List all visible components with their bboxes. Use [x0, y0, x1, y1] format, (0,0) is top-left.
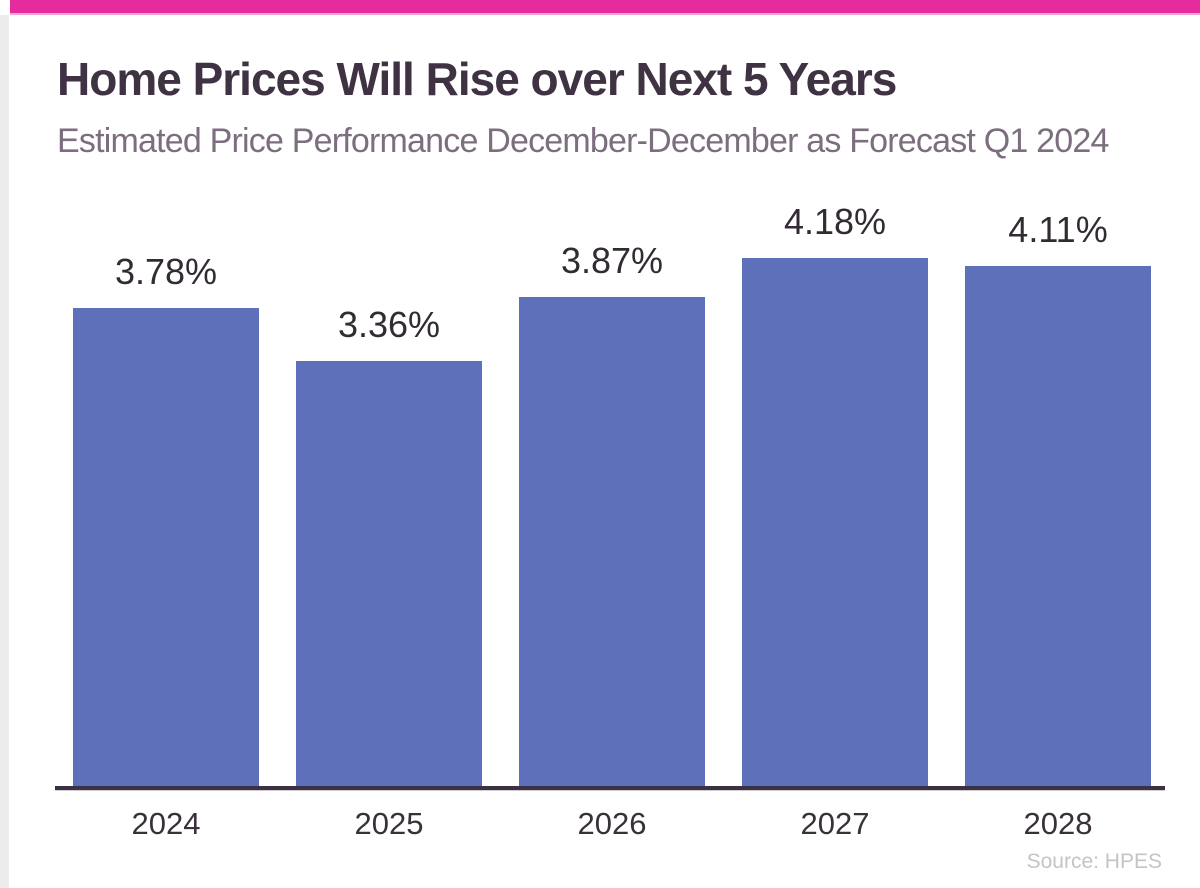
- value-label-2024: 3.78%: [114, 251, 218, 292]
- category-label-2024: 2024: [131, 806, 201, 841]
- bar-2026: [519, 297, 705, 786]
- category-label-2027: 2027: [800, 806, 870, 841]
- bar-2028: [965, 266, 1151, 786]
- bar-2025: [296, 361, 482, 786]
- value-label-2028: 4.11%: [1008, 209, 1108, 250]
- bar-2027: [742, 258, 928, 786]
- category-label-2026: 2026: [577, 806, 647, 841]
- value-label-2026: 3.87%: [560, 240, 664, 281]
- category-label-2028: 2028: [1023, 806, 1093, 841]
- value-label-2025: 3.36%: [337, 304, 441, 345]
- source-caption: Source: HPES: [1026, 850, 1162, 873]
- category-label-2025: 2025: [354, 806, 424, 841]
- top-accent-bar: [10, 0, 1200, 15]
- chart-title: Home Prices Will Rise over Next 5 Years: [57, 53, 897, 105]
- left-edge-strip: [0, 15, 9, 888]
- bar-2024: [73, 308, 259, 786]
- chart-subtitle: Estimated Price Performance December-Dec…: [57, 122, 1109, 160]
- x-axis-line: [55, 786, 1165, 791]
- value-label-2027: 4.18%: [783, 201, 887, 242]
